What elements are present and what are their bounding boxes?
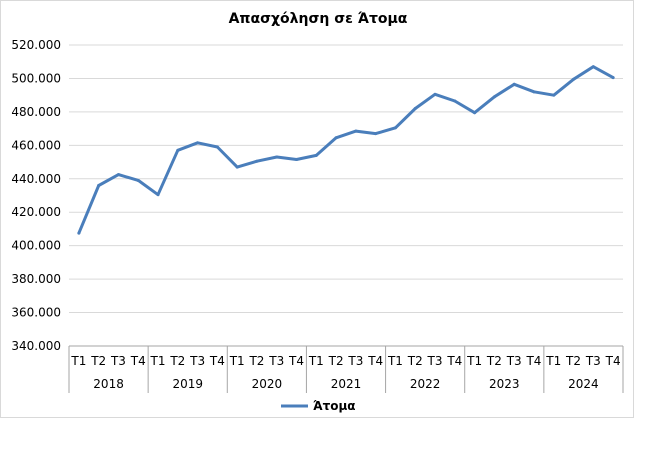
data-point <box>97 183 101 187</box>
data-point <box>433 92 437 96</box>
x-tick-label: Τ4 <box>605 354 621 368</box>
data-point <box>453 99 457 103</box>
chart-title: Απασχόληση σε Άτομα <box>229 11 408 27</box>
x-tick-label: Τ2 <box>169 354 185 368</box>
x-year-label: 2022 <box>410 377 441 391</box>
x-tick-label: Τ3 <box>110 354 126 368</box>
data-point <box>295 158 299 162</box>
data-point <box>532 90 536 94</box>
data-point <box>591 65 595 69</box>
x-tick-label: Τ1 <box>229 354 245 368</box>
x-year-label: 2021 <box>331 377 362 391</box>
data-point <box>136 178 140 182</box>
data-point <box>196 141 200 145</box>
x-year-label: 2023 <box>489 377 520 391</box>
data-point <box>354 129 358 133</box>
x-tick-label: Τ3 <box>268 354 284 368</box>
x-year-label: 2024 <box>568 377 599 391</box>
data-point <box>116 173 120 177</box>
legend-label: Άτομα <box>313 399 356 413</box>
data-point <box>413 107 417 111</box>
x-tick-label: Τ2 <box>90 354 106 368</box>
x-year-label: 2018 <box>93 377 124 391</box>
x-tick-label: Τ3 <box>347 354 363 368</box>
data-point <box>176 148 180 152</box>
y-axis: 340.000 360.000 380.000 400.000 420.000 440.0… <box>11 38 61 353</box>
y-tick-label: 360.000 <box>11 306 61 320</box>
data-point <box>492 95 496 99</box>
y-tick-label: 460.000 <box>11 138 61 152</box>
x-tick-label: Τ2 <box>407 354 423 368</box>
legend: Άτομα <box>281 399 356 413</box>
x-year-label: 2019 <box>172 377 203 391</box>
data-point <box>215 145 219 149</box>
data-point <box>255 159 259 163</box>
data-point <box>572 77 576 81</box>
gridlines <box>69 44 623 347</box>
series-line-0 <box>77 65 615 235</box>
x-tick-label: Τ3 <box>506 354 522 368</box>
x-tick-label: Τ4 <box>209 354 225 368</box>
y-tick-label: 380.000 <box>11 272 61 286</box>
x-tick-label: Τ1 <box>308 354 324 368</box>
data-point <box>334 136 338 140</box>
x-tick-label: Τ4 <box>446 354 462 368</box>
data-point <box>552 93 556 97</box>
y-tick-label: 340.000 <box>11 339 61 353</box>
y-tick-label: 400.000 <box>11 239 61 253</box>
data-point <box>77 231 81 235</box>
data-point <box>314 153 318 157</box>
x-tick-label: Τ2 <box>328 354 344 368</box>
data-point <box>611 76 615 80</box>
x-tick-label: Τ1 <box>387 354 403 368</box>
x-tick-label: Τ1 <box>545 354 561 368</box>
x-tick-label: Τ2 <box>565 354 581 368</box>
x-tick-label: Τ4 <box>288 354 304 368</box>
x-tick-label: Τ1 <box>466 354 482 368</box>
x-tick-label: Τ3 <box>189 354 205 368</box>
data-point <box>473 111 477 115</box>
data-point <box>512 82 516 86</box>
data-point <box>393 126 397 130</box>
employment-line-chart: Απασχόληση σε Άτομα 340.000 360.000 380.00… <box>11 11 624 413</box>
data-point <box>235 165 239 169</box>
x-tick-label: Τ2 <box>248 354 264 368</box>
x-year-label: 2020 <box>252 377 283 391</box>
x-axis: Τ1 Τ2 Τ3 Τ4 Τ1 Τ2 Τ3 Τ4 Τ1 Τ2 Τ3 Τ4 Τ1 Τ2 Τ3 Τ4 Τ1 Τ2 Τ3 Τ4… <box>68 345 624 393</box>
data-point <box>156 193 160 197</box>
x-tick-label: Τ3 <box>427 354 443 368</box>
y-tick-label: 500.000 <box>11 71 61 85</box>
x-tick-label: Τ2 <box>486 354 502 368</box>
x-tick-label: Τ1 <box>70 354 86 368</box>
x-tick-label: Τ3 <box>585 354 601 368</box>
series-layer <box>77 65 615 235</box>
y-tick-label: 420.000 <box>11 205 61 219</box>
y-tick-label: 520.000 <box>11 38 61 52</box>
y-tick-label: 480.000 <box>11 105 61 119</box>
x-tick-label: Τ1 <box>150 354 166 368</box>
data-point <box>374 132 378 136</box>
x-tick-label: Τ4 <box>367 354 383 368</box>
x-tick-label: Τ4 <box>525 354 541 368</box>
x-tick-label: Τ4 <box>130 354 146 368</box>
data-point <box>275 155 279 159</box>
y-tick-label: 440.000 <box>11 172 61 186</box>
chart-frame: Απασχόληση σε Άτομα 340.000 360.000 380.00… <box>0 0 634 418</box>
